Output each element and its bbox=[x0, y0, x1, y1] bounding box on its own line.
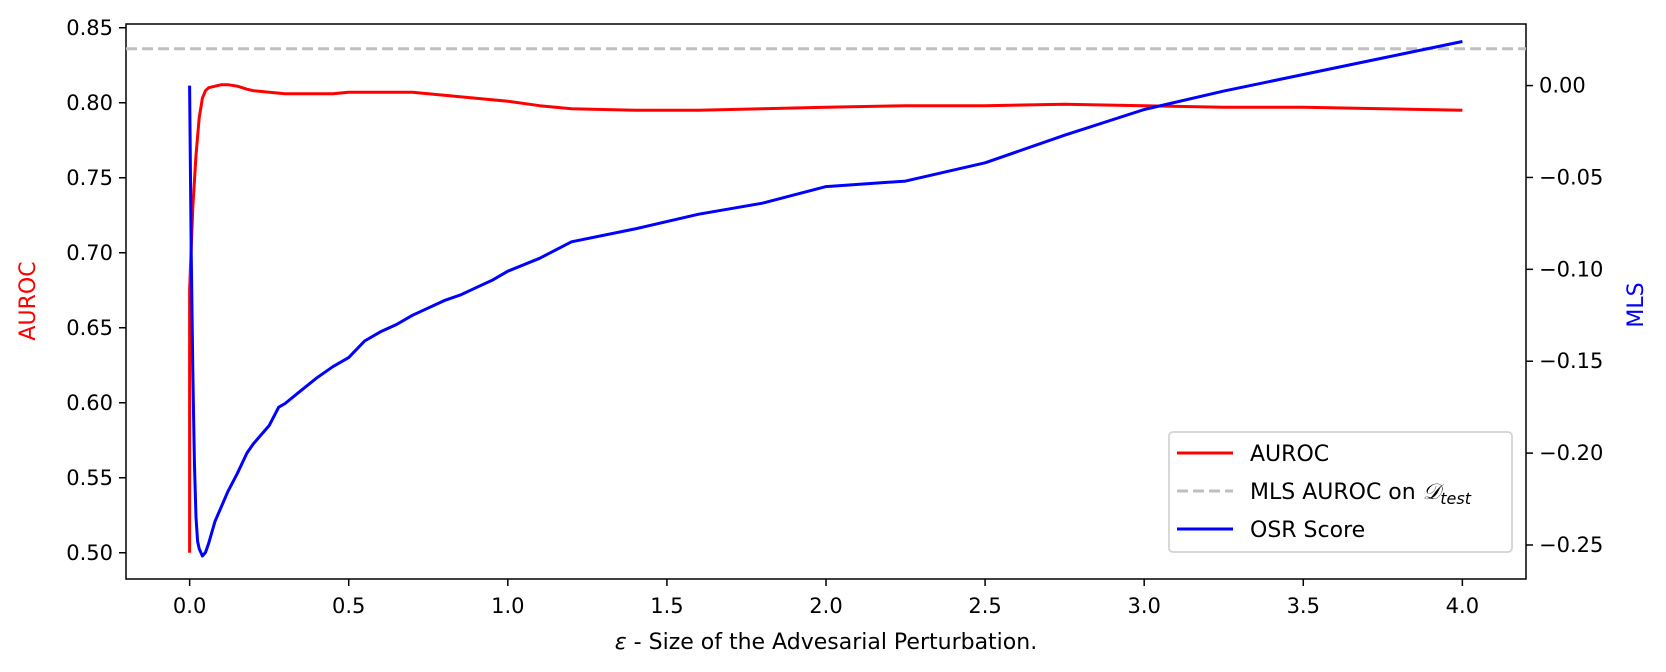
y-left-tick-label: 0.70 bbox=[66, 241, 113, 265]
y-left-tick-label: 0.55 bbox=[66, 466, 113, 490]
x-tick-label: 3.0 bbox=[1127, 594, 1160, 618]
legend-label-mls-sub: test bbox=[1440, 489, 1471, 508]
x-tick-label: 2.0 bbox=[809, 594, 842, 618]
y-right-axis-ticks: 0.00 −0.05 −0.10 −0.15 −0.20 −0.25 bbox=[1526, 74, 1603, 557]
series-layer bbox=[126, 40, 1526, 558]
x-tick-label: 4.0 bbox=[1446, 594, 1479, 618]
y-left-tick-label: 0.75 bbox=[66, 166, 113, 190]
legend-label-mls-auroc-test: MLS AUROC on 𝒟test bbox=[1250, 480, 1472, 508]
legend-box bbox=[1168, 431, 1513, 553]
x-tick-label: 3.5 bbox=[1287, 594, 1320, 618]
y-left-tick-label: 0.85 bbox=[66, 16, 113, 40]
y-right-tick-label: −0.15 bbox=[1539, 349, 1603, 373]
y-right-tick-label: −0.05 bbox=[1539, 165, 1603, 189]
y-left-axis-title: AUROC bbox=[16, 261, 41, 340]
legend-label-mls-prefix: MLS AUROC on bbox=[1250, 480, 1423, 505]
series-osr-score-line bbox=[188, 40, 1463, 558]
legend-label-mls-math: 𝒟 bbox=[1423, 480, 1445, 505]
x-tick-label: 1.5 bbox=[650, 594, 683, 618]
x-axis-title-symbol: ε bbox=[615, 630, 627, 655]
x-axis-ticks: 0.0 0.5 1.0 1.5 2.0 2.5 3.0 3.5 4.0 bbox=[173, 579, 1479, 618]
x-tick-label: 0.5 bbox=[332, 594, 365, 618]
y-right-axis-title: MLS bbox=[1624, 282, 1649, 327]
y-right-tick-label: 0.00 bbox=[1539, 74, 1586, 98]
y-right-tick-label: −0.10 bbox=[1539, 257, 1603, 281]
x-tick-label: 1.0 bbox=[491, 594, 524, 618]
x-axis-title: ε - Size of the Advesarial Perturbation. bbox=[615, 630, 1037, 655]
x-axis-title-text: - Size of the Advesarial Perturbation. bbox=[627, 630, 1038, 655]
y-left-tick-label: 0.80 bbox=[66, 91, 113, 115]
y-right-tick-label: −0.25 bbox=[1539, 533, 1603, 557]
y-right-tick-label: −0.20 bbox=[1539, 441, 1603, 465]
x-tick-label: 0.0 bbox=[173, 594, 206, 618]
y-left-tick-label: 0.50 bbox=[66, 541, 113, 565]
legend-label-auroc: AUROC bbox=[1250, 442, 1329, 467]
x-tick-label: 2.5 bbox=[968, 594, 1001, 618]
legend-label-osr-score: OSR Score bbox=[1250, 518, 1365, 543]
series-auroc-line bbox=[188, 83, 1463, 553]
y-left-tick-label: 0.60 bbox=[66, 391, 113, 415]
y-left-axis-ticks: 0.50 0.55 0.60 0.65 0.70 0.75 0.80 0.85 bbox=[66, 16, 126, 565]
legend: AUROC MLS AUROC on 𝒟test OSR Score bbox=[1168, 431, 1513, 553]
y-left-tick-label: 0.65 bbox=[66, 316, 113, 340]
